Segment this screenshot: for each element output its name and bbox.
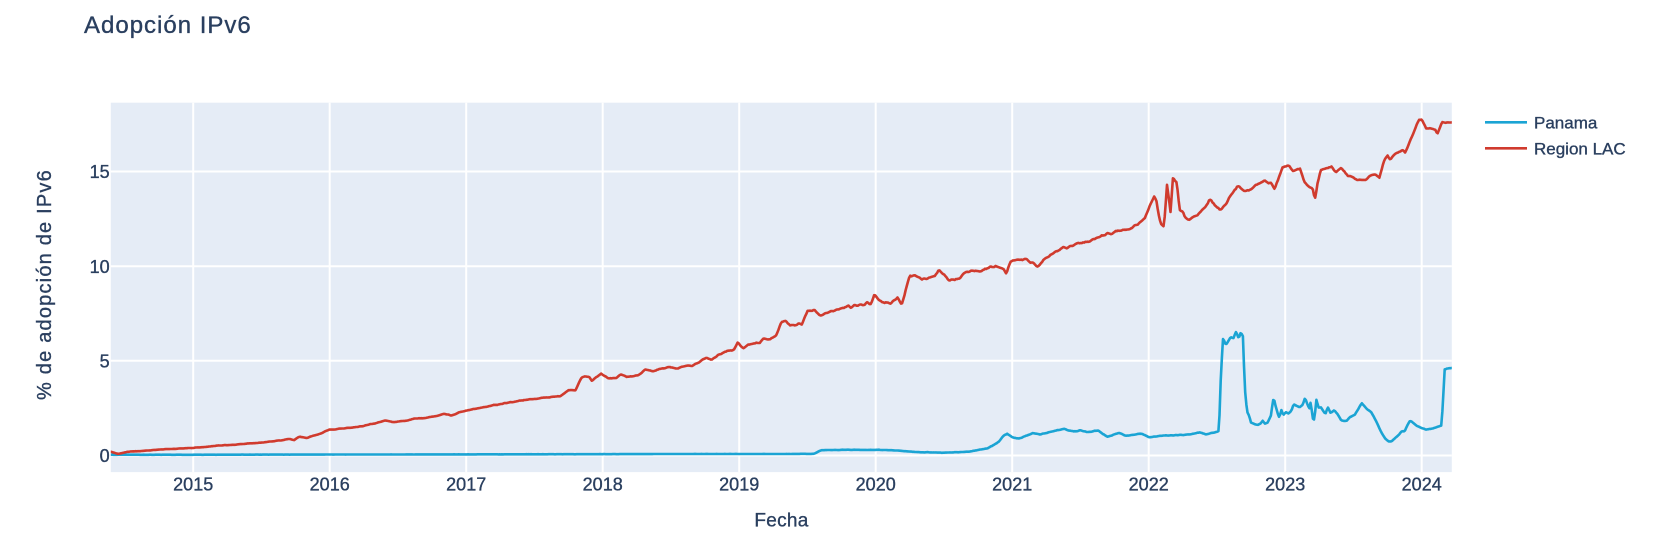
svg-text:15: 15 xyxy=(90,162,110,182)
svg-text:2022: 2022 xyxy=(1129,475,1169,495)
svg-text:2018: 2018 xyxy=(583,475,623,495)
svg-text:2016: 2016 xyxy=(310,475,350,495)
svg-text:5: 5 xyxy=(100,351,110,371)
svg-text:Fecha: Fecha xyxy=(754,511,808,532)
svg-text:2019: 2019 xyxy=(719,475,759,495)
svg-text:Region LAC: Region LAC xyxy=(1534,140,1626,159)
svg-text:Panama: Panama xyxy=(1534,114,1598,133)
svg-text:2024: 2024 xyxy=(1402,475,1442,495)
svg-text:2020: 2020 xyxy=(856,475,896,495)
svg-text:2015: 2015 xyxy=(173,475,213,495)
svg-text:% de adopción de IPv6: % de adopción de IPv6 xyxy=(34,169,56,400)
svg-text:2023: 2023 xyxy=(1265,475,1305,495)
svg-text:2017: 2017 xyxy=(446,475,486,495)
svg-text:Adopción IPv6: Adopción IPv6 xyxy=(84,12,252,39)
svg-text:10: 10 xyxy=(90,257,110,277)
svg-text:0: 0 xyxy=(100,446,110,466)
svg-text:2021: 2021 xyxy=(992,475,1032,495)
